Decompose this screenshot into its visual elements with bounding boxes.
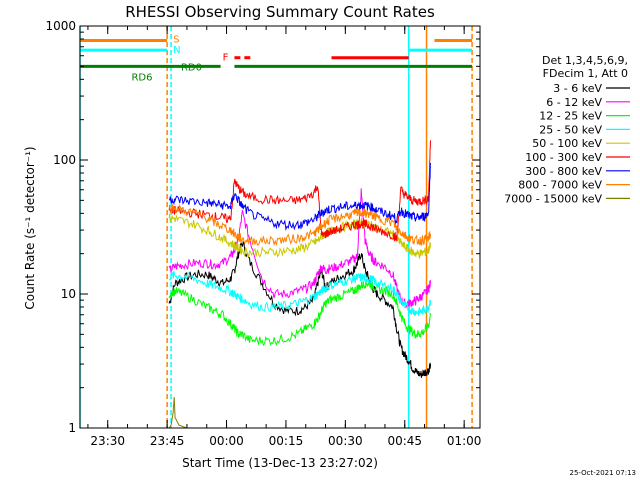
y-tick-label: 1000: [45, 19, 76, 33]
x-axis: 23:30 23:45 00:00 00:15 00:30 00:45 01:00: [87, 26, 482, 448]
flag-label: RD6: [131, 72, 152, 83]
series-line: [168, 270, 431, 317]
flag-label: S: [173, 34, 179, 45]
legend-entry: 50 - 100 keV: [532, 137, 602, 150]
x-tick-label: 00:45: [387, 434, 422, 448]
y-tick-label: 100: [53, 153, 76, 167]
legend-entry: 12 - 25 keV: [539, 110, 602, 123]
chart-title: RHESSI Observing Summary Count Rates: [125, 3, 435, 21]
series-line: [168, 213, 431, 260]
series-line: [168, 188, 431, 309]
legend-header: FDecim 1, Att 0: [543, 67, 628, 80]
legend-entry: 800 - 7000 keV: [518, 179, 602, 192]
legend-entry: 6 - 12 keV: [546, 96, 602, 109]
flag-label: F: [223, 53, 229, 64]
series-line: [168, 397, 207, 429]
x-tick-label: 23:30: [90, 434, 125, 448]
series-line: [168, 162, 431, 231]
legend-header: Det 1,3,4,5,6,9,: [542, 54, 628, 67]
x-tick-label: 00:30: [328, 434, 363, 448]
x-tick-label: 23:45: [150, 434, 185, 448]
series-line: [168, 241, 431, 378]
x-tick-label: 01:00: [447, 434, 482, 448]
footer-date: 25-Oct-2021 07:13: [570, 469, 636, 477]
series-line: [168, 140, 431, 242]
plot-frame: [79, 25, 481, 429]
x-tick-label: 00:00: [209, 434, 244, 448]
y-tick-label: 10: [61, 287, 76, 301]
plot-area: SN F RD0 RD6: [79, 25, 481, 429]
legend-entry: 300 - 800 keV: [525, 165, 602, 178]
legend-entry: 3 - 6 keV: [553, 82, 602, 95]
flag-label: RD0: [181, 62, 202, 73]
y-axis-label: Count Rate (s⁻¹ detector⁻¹): [23, 146, 37, 309]
legend: Det 1,3,4,5,6,9,FDecim 1, Att 0 3 - 6 keV…: [504, 54, 630, 205]
x-axis-label: Start Time (13-Dec-13 23:27:02): [182, 456, 378, 470]
y-tick-label: 1: [68, 421, 76, 435]
x-tick-label: 00:15: [269, 434, 304, 448]
legend-entry: 7000 - 15000 keV: [504, 192, 602, 205]
y-axis: 1 10 100 1000: [45, 19, 480, 435]
legend-entry: 100 - 300 keV: [525, 151, 602, 164]
series-line: [168, 202, 431, 247]
flag-label: N: [173, 45, 180, 56]
series-line: [168, 278, 431, 347]
legend-entry: 25 - 50 keV: [539, 123, 602, 136]
